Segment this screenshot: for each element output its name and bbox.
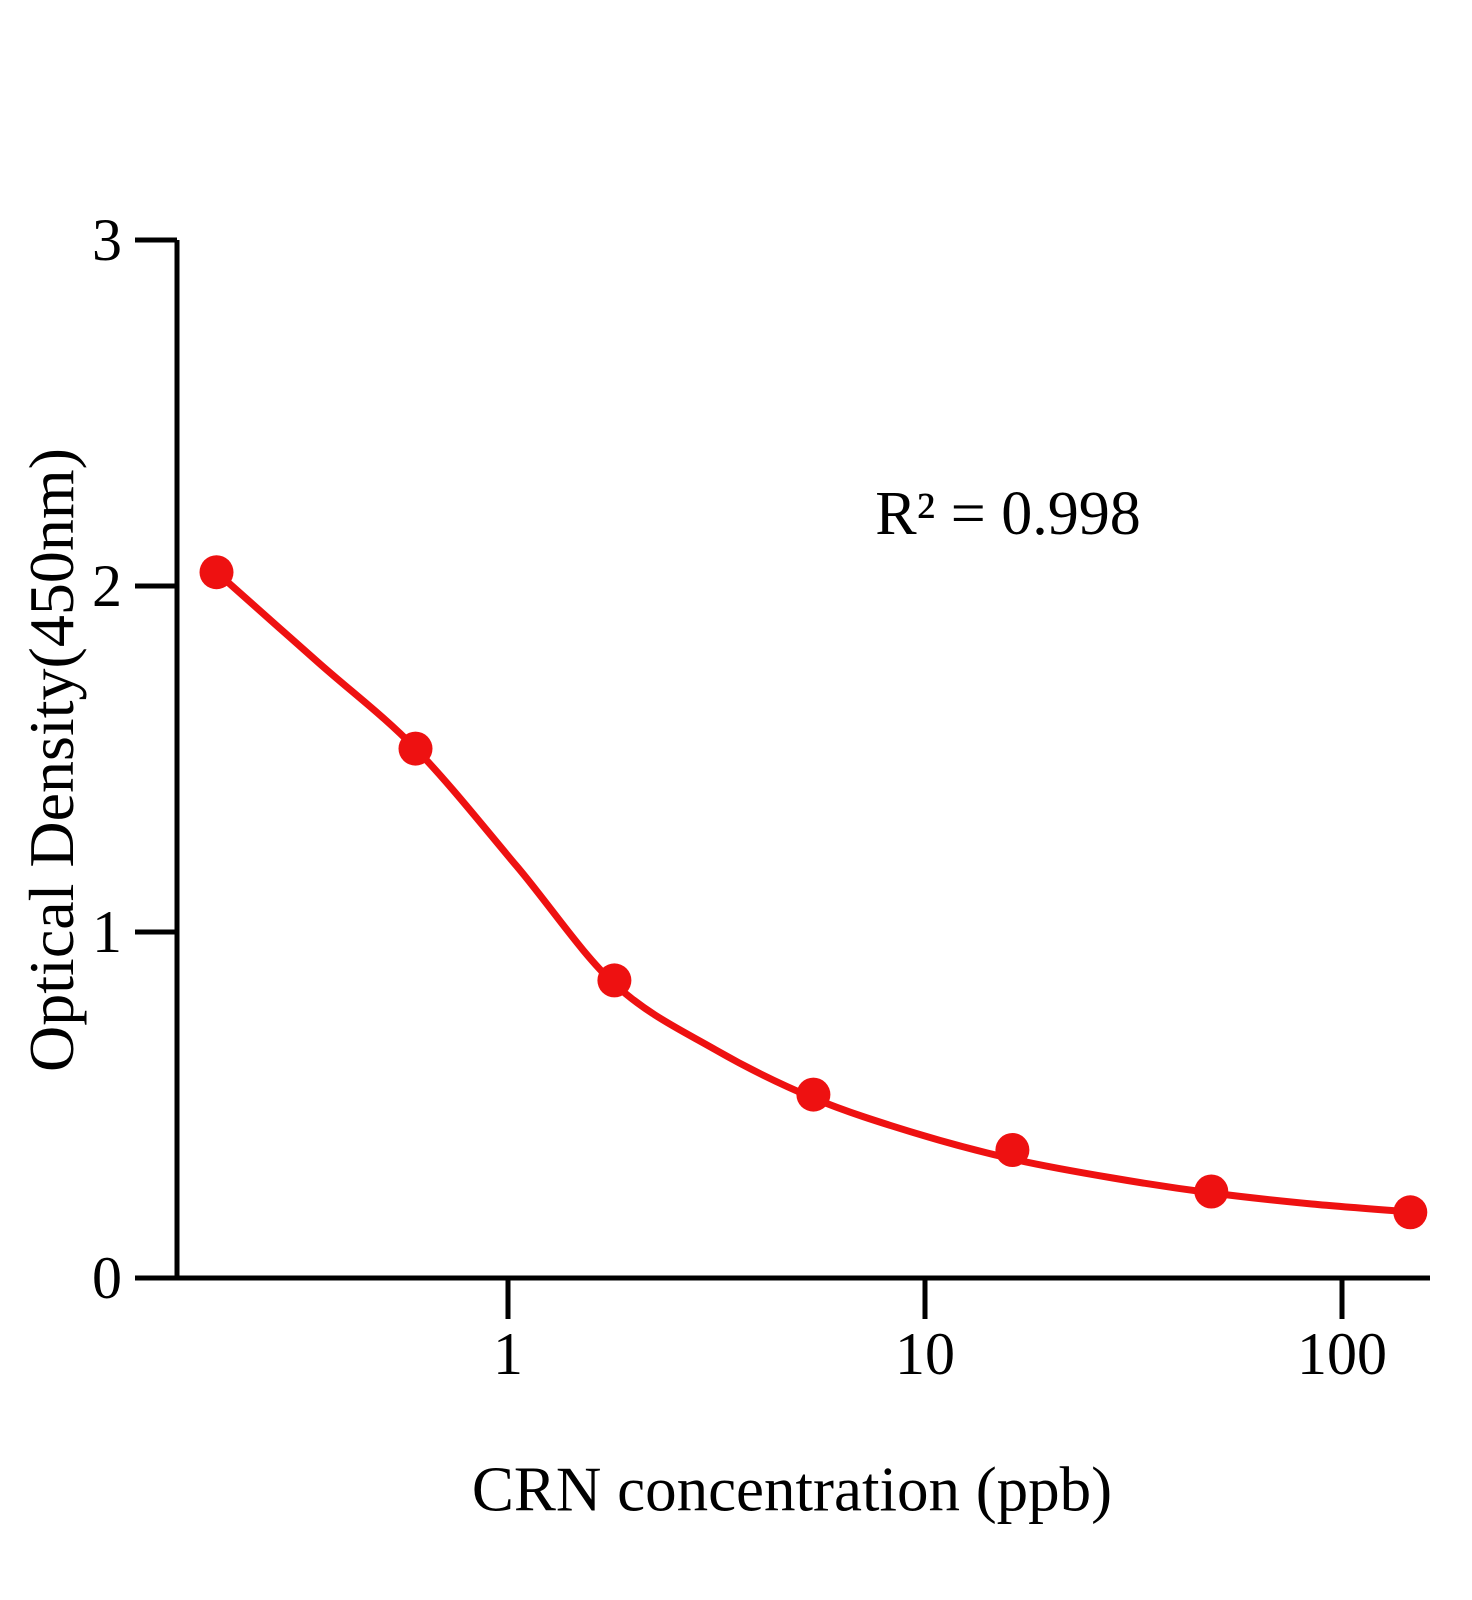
x-axis-title: CRN concentration (ppb) (471, 1454, 1113, 1525)
x-tick-label: 1 (493, 1321, 523, 1387)
data-point (796, 1077, 831, 1112)
y-tick-label: 1 (92, 899, 122, 965)
x-tick-label: 100 (1297, 1321, 1387, 1387)
fit-curve (213, 568, 1414, 1216)
data-point (1393, 1195, 1428, 1230)
data-point (398, 731, 433, 766)
r-squared-annotation: R² = 0.998 (875, 480, 1141, 548)
y-tick-label: 2 (92, 553, 122, 619)
data-point (1194, 1174, 1229, 1209)
y-tick-label: 0 (92, 1245, 122, 1311)
x-tick-label: 10 (895, 1321, 955, 1387)
y-tick-label: 3 (92, 207, 122, 273)
data-point (199, 555, 234, 590)
data-point (597, 963, 632, 998)
y-axis-title: Optical Density(450nm) (16, 448, 87, 1072)
data-point (995, 1133, 1030, 1167)
